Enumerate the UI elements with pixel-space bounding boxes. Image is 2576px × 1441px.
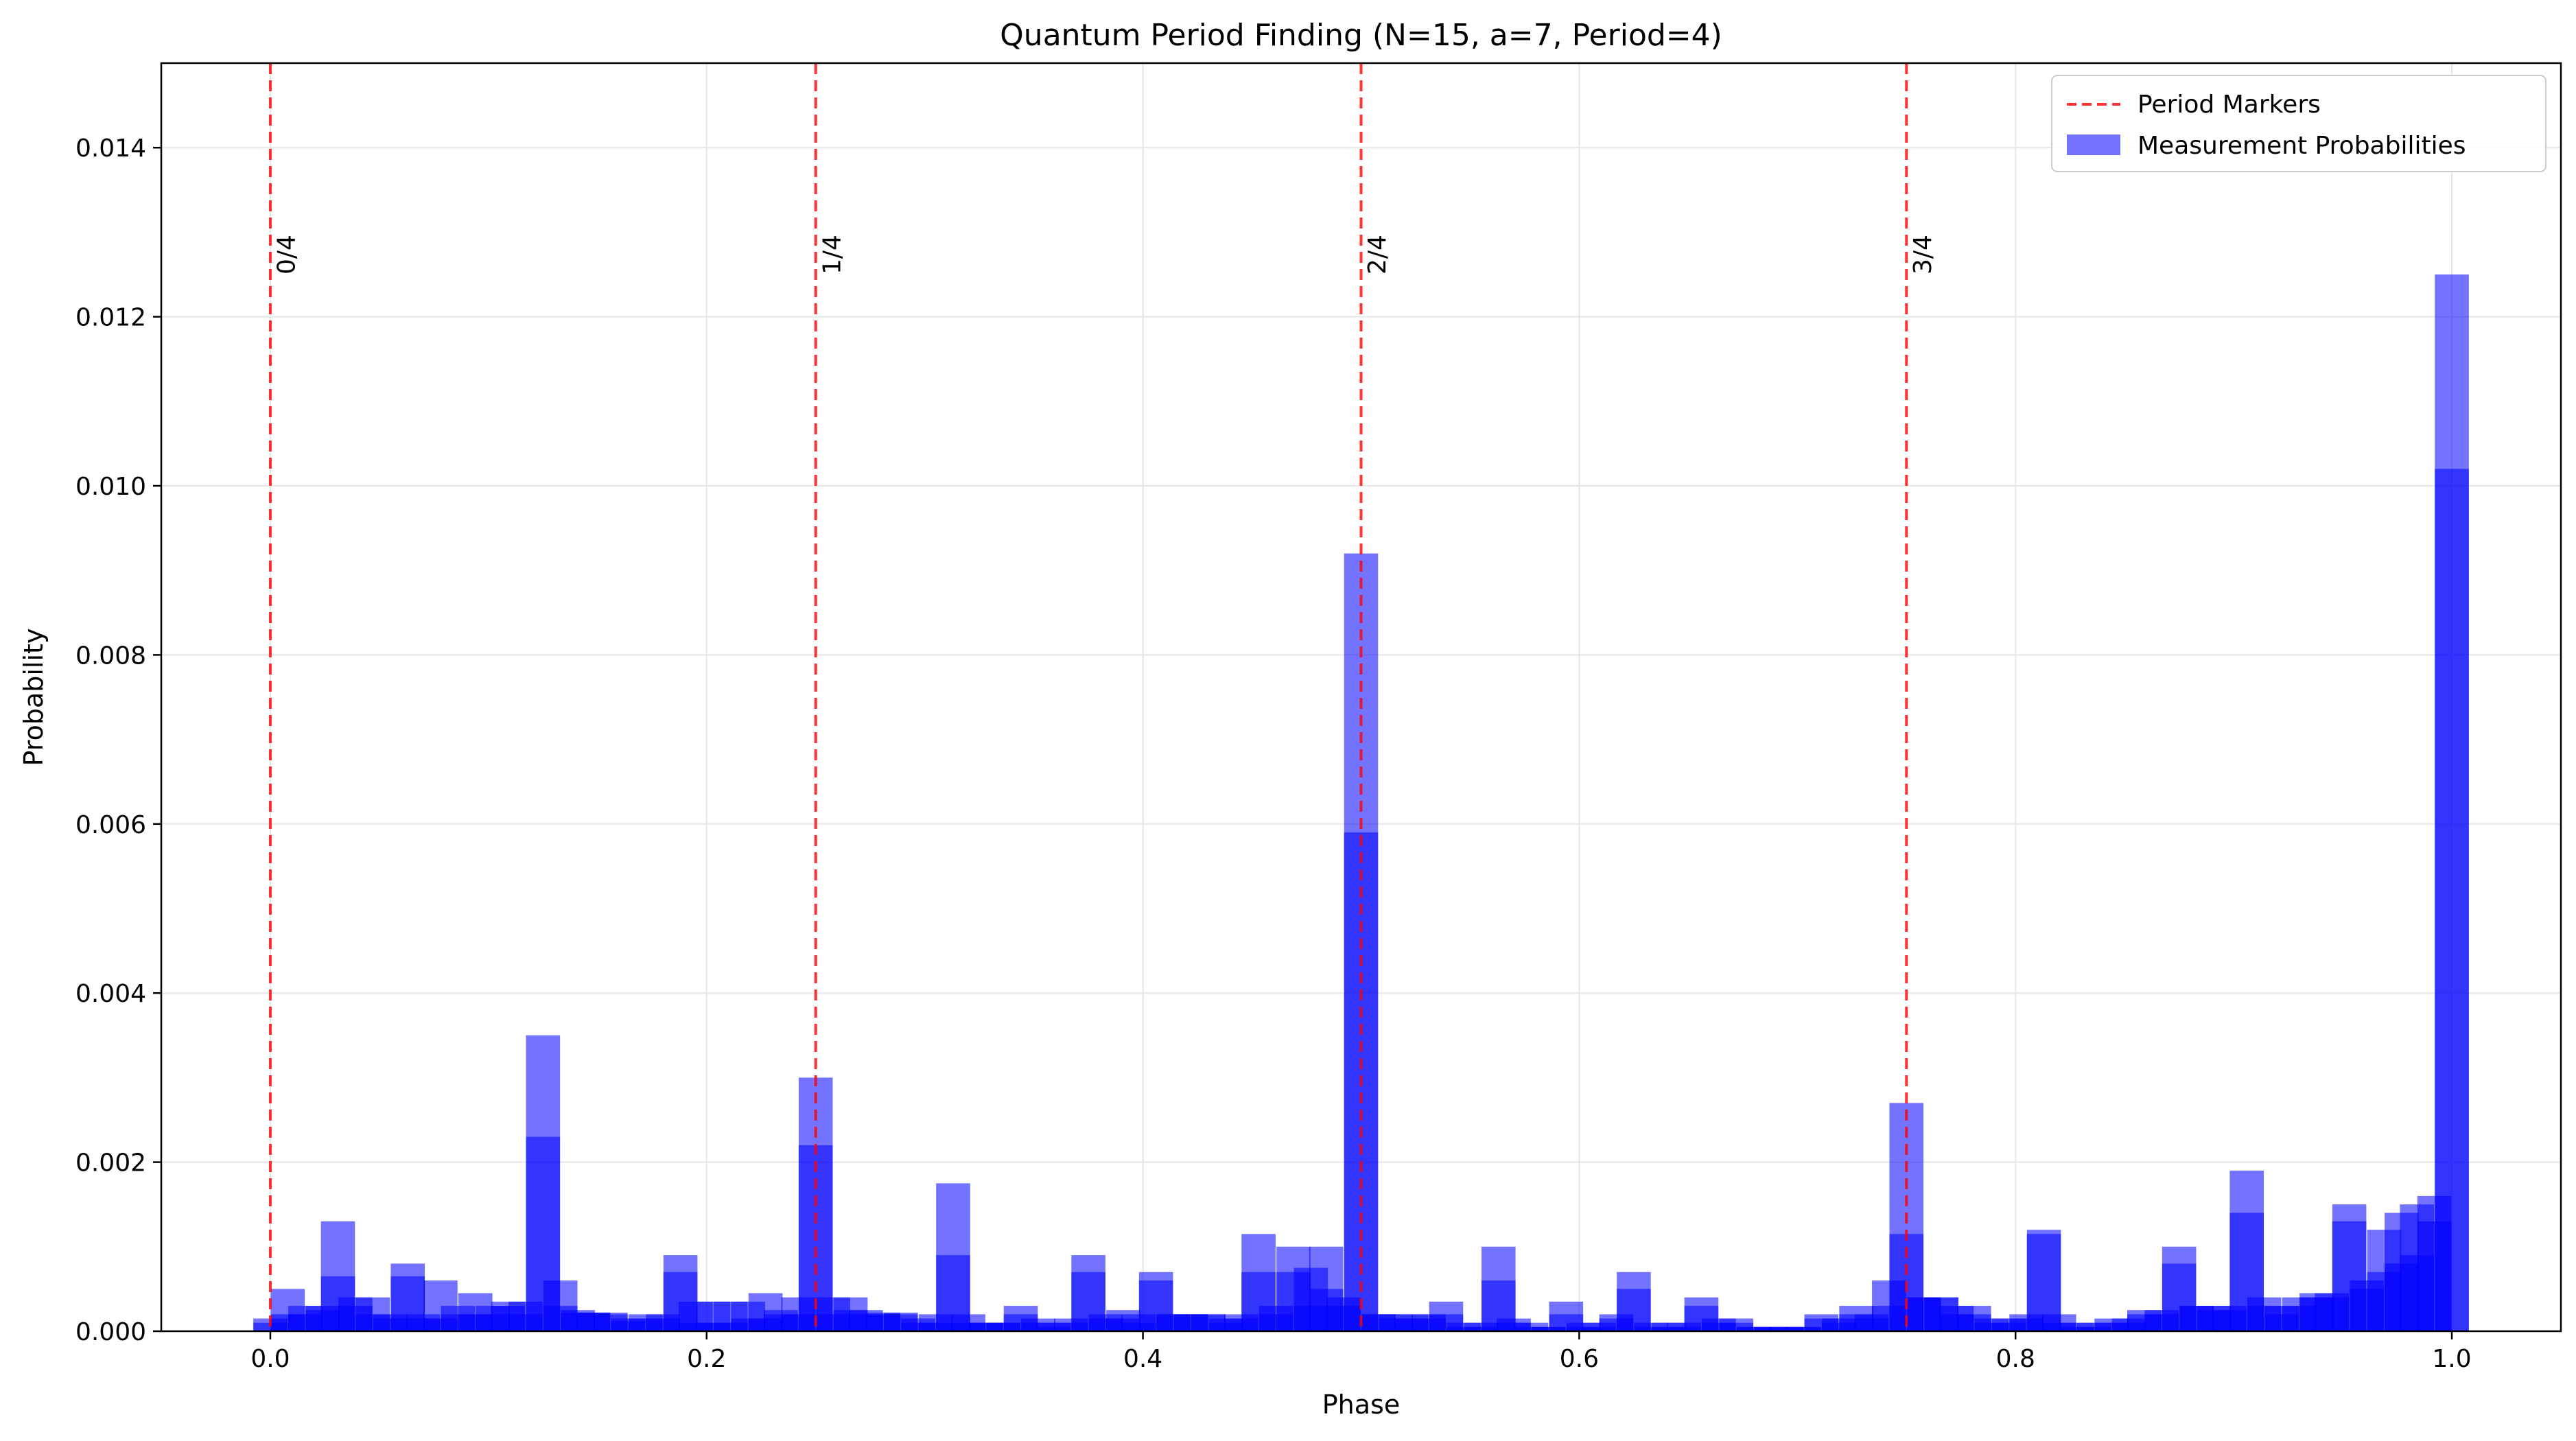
bar: [1787, 1326, 1821, 1331]
bar: [1667, 1326, 1701, 1331]
x-axis-label: Phase: [1322, 1390, 1400, 1420]
bar: [1447, 1326, 1481, 1331]
chart-title: Quantum Period Finding (N=15, a=7, Perio…: [1000, 18, 1722, 53]
x-axis: 0.0 0.2 0.4 0.6 0.8 1.0: [250, 1331, 2472, 1373]
bar: [1582, 1326, 1616, 1331]
y-tick-label: 0.006: [75, 811, 146, 839]
period-marker-label: 2/4: [1363, 235, 1392, 274]
bar: [526, 1136, 561, 1331]
bar: [2435, 469, 2469, 1331]
legend-measurement-probabilities-label: Measurement Probabilities: [2138, 132, 2466, 160]
x-tick-label: 0.8: [1996, 1345, 2035, 1373]
bar: [1514, 1326, 1549, 1331]
bar: [1464, 1326, 1499, 1331]
bar: [2026, 1234, 2061, 1331]
x-tick-label: 0.4: [1123, 1345, 1162, 1373]
y-axis: 0.000 0.002 0.004 0.006 0.008 0.010 0.012 0.014: [75, 134, 161, 1346]
bars: [253, 274, 2469, 1331]
bar: [1634, 1326, 1669, 1331]
period-marker-label: 3/4: [1909, 235, 1937, 274]
bar: [1036, 1326, 1071, 1331]
y-tick-label: 0.000: [75, 1318, 146, 1346]
x-tick-label: 0.2: [687, 1345, 726, 1373]
bar: [663, 1272, 698, 1331]
x-tick-label: 0.6: [1560, 1345, 1599, 1373]
bar: [936, 1255, 970, 1331]
bar: [2059, 1326, 2094, 1331]
bar: [1769, 1326, 1804, 1331]
y-axis-label: Probability: [19, 629, 49, 766]
legend: Period Markers Measurement Probabilities: [2051, 75, 2546, 172]
legend-box: [2051, 75, 2546, 172]
legend-period-markers-label: Period Markers: [2138, 91, 2321, 119]
bar: [1736, 1326, 1771, 1331]
x-tick-label: 0.0: [250, 1345, 290, 1373]
y-tick-label: 0.010: [75, 473, 146, 501]
plot-frame: [160, 62, 2562, 1333]
y-tick-label: 0.008: [75, 642, 146, 670]
bar: [1617, 1289, 1651, 1331]
bar: [2076, 1326, 2111, 1331]
bar: [1481, 1280, 1516, 1331]
period-marker-label: 0/4: [273, 235, 301, 274]
period-markers: 0/4 1/4 2/4 3/4: [268, 63, 1937, 1331]
y-tick-label: 0.002: [75, 1149, 146, 1178]
x-tick-label: 1.0: [2432, 1345, 2471, 1373]
bar: [1532, 1326, 1566, 1331]
y-tick-label: 0.012: [75, 304, 146, 332]
legend-measurement-probabilities-swatch: [2067, 134, 2120, 155]
y-tick-label: 0.004: [75, 980, 146, 1008]
y-tick-label: 0.014: [75, 134, 146, 163]
period-marker-label: 1/4: [818, 235, 846, 274]
